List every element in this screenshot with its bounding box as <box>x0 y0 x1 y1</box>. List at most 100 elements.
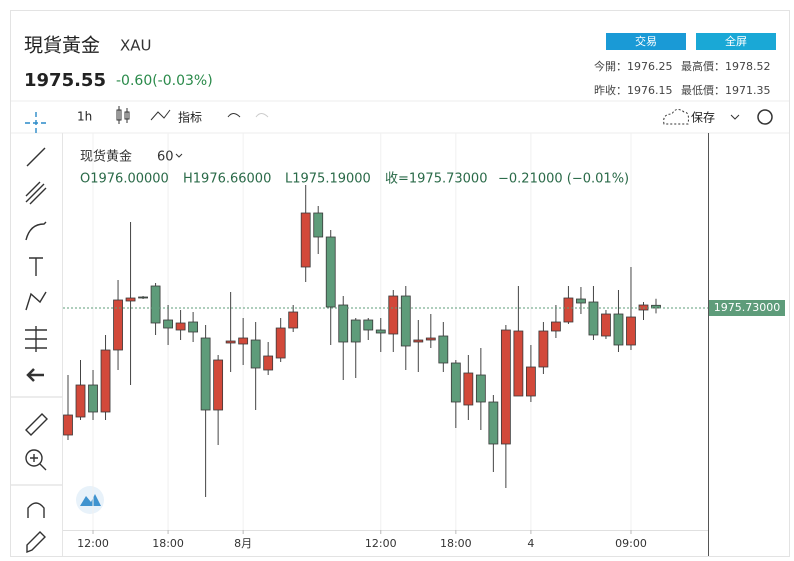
brush-tool[interactable] <box>25 221 47 241</box>
crosshair[interactable] <box>25 112 47 134</box>
candle-body <box>163 319 173 329</box>
change: -0.60(-0.03%) <box>116 73 213 89</box>
fullscreen-button[interactable] <box>696 33 776 50</box>
candle-body <box>325 236 336 308</box>
line-tool[interactable] <box>26 147 46 167</box>
pattern-tool[interactable] <box>25 291 47 311</box>
legend-name: 现货黄金 <box>80 149 132 165</box>
fullscreen-label[interactable]: 全屏 <box>725 34 747 48</box>
trade-button[interactable] <box>606 33 686 50</box>
candle-body <box>125 297 136 302</box>
candle-body <box>563 297 574 323</box>
candle-body <box>525 366 536 397</box>
undo[interactable] <box>227 113 241 118</box>
candle-body <box>488 401 499 445</box>
candle-body <box>500 329 511 445</box>
logo-mark <box>80 494 101 506</box>
ruler[interactable] <box>25 413 48 436</box>
trade-label[interactable]: 交易 <box>635 34 657 48</box>
symbol: XAU <box>120 37 152 55</box>
candle-body <box>613 313 624 346</box>
measure-tool[interactable] <box>25 326 47 352</box>
legend-open: O1976.00000 <box>80 172 169 187</box>
left-toolbar <box>11 112 62 554</box>
candle-body <box>626 316 636 346</box>
candle-body <box>588 301 599 336</box>
dropdown[interactable] <box>730 114 740 120</box>
candle-body <box>313 212 324 238</box>
x-tick-label: 12:00 <box>77 537 109 550</box>
candle-body <box>601 313 611 337</box>
candle-body <box>576 298 586 304</box>
interval[interactable]: 1h <box>77 110 92 124</box>
save[interactable]: 保存 <box>691 111 715 125</box>
candle-body <box>100 349 111 413</box>
stat: 最高價：1978.52 <box>681 59 771 73</box>
candle-body <box>275 327 286 359</box>
legend-interval: 60 <box>157 150 174 165</box>
candle-body <box>388 295 399 335</box>
x-tick-label: 18:00 <box>440 537 472 550</box>
candle-body <box>363 319 374 331</box>
stat: 今開：1976.25 <box>594 59 673 73</box>
text-tool[interactable] <box>29 257 43 276</box>
candle-body <box>113 299 123 351</box>
candle-body <box>225 340 236 344</box>
candle-body <box>425 337 436 341</box>
last-price-label: 1975.73000 <box>714 301 780 314</box>
title: 現貨黃金 <box>24 35 100 57</box>
candle-body <box>551 321 561 332</box>
candle-body <box>400 295 411 347</box>
logo <box>76 486 104 514</box>
candle-body <box>75 384 86 418</box>
candle-body <box>538 330 549 368</box>
x-tick-label: 4 <box>527 537 534 550</box>
candle-body <box>188 321 199 333</box>
candle-body <box>450 362 461 403</box>
redo <box>255 113 269 118</box>
back[interactable] <box>26 368 44 382</box>
lock-draw[interactable] <box>26 531 46 554</box>
candle-body <box>88 384 98 413</box>
candle-body <box>338 304 349 343</box>
fib-tool[interactable] <box>25 181 47 205</box>
stat: 昨收：1976.15 <box>594 83 673 97</box>
candle-body <box>350 319 361 343</box>
indicator-icon[interactable] <box>150 109 171 121</box>
legend-dropdown[interactable] <box>175 153 183 158</box>
legend-high: H1976.66000 <box>183 172 271 187</box>
candle-body <box>213 359 224 411</box>
candle-body <box>438 335 449 364</box>
frame <box>10 10 790 557</box>
magnet[interactable] <box>27 502 45 518</box>
x-tick-label: 09:00 <box>615 537 647 550</box>
candle-body <box>375 329 386 334</box>
candle-body <box>413 339 424 343</box>
zoom[interactable] <box>25 449 43 467</box>
candle-body <box>263 355 274 371</box>
candle-body <box>63 414 73 436</box>
cloud-icon[interactable] <box>663 108 689 125</box>
candle-body <box>513 330 524 397</box>
candle-body <box>150 285 161 324</box>
indicators[interactable]: 指标 <box>178 110 202 125</box>
candle-icon[interactable] <box>116 106 130 124</box>
stat: 最低價：1971.35 <box>681 83 771 97</box>
legend-close: 收=1975.73000 <box>385 172 487 187</box>
candle-body <box>175 322 186 331</box>
candle-body <box>200 337 211 411</box>
candle-body <box>475 374 486 403</box>
settings[interactable] <box>757 109 773 125</box>
x-tick-label: 12:00 <box>365 537 397 550</box>
candle-body <box>250 339 261 369</box>
x-tick-label: 18:00 <box>152 537 184 550</box>
x-tick-label: 8月 <box>234 537 252 550</box>
candle-body <box>300 212 311 268</box>
candle-body <box>138 296 148 299</box>
legend-change: −0.21000 (−0.01%) <box>498 172 629 187</box>
legend-low: L1975.19000 <box>285 172 371 187</box>
candle-body <box>238 337 249 345</box>
last-price-tag <box>709 300 785 316</box>
plot <box>63 185 661 497</box>
